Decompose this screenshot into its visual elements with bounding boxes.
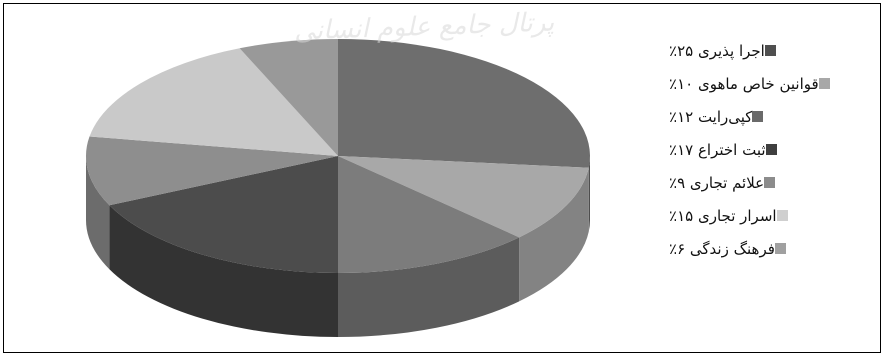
- legend-swatch: [776, 210, 788, 221]
- pie-slice: [338, 39, 591, 168]
- legend-item: کپی‌رایت ۱۲٪: [669, 100, 874, 133]
- legend-item: اسرار تجاری ۱۵٪: [669, 199, 874, 232]
- pie-side-walls: [86, 156, 590, 337]
- legend-item: ثبت اختراع ۱۷٪: [669, 133, 874, 166]
- legend-item: قوانین خاص ماهوی ۱۰٪: [669, 67, 874, 100]
- pie-slice: [109, 156, 338, 273]
- legend-item: فرهنگ زندگی ۶٪: [669, 232, 874, 265]
- legend-swatch: [765, 144, 777, 155]
- pie-slice-side: [588, 156, 590, 232]
- chart-frame: پرتال جامع علوم انسانی اجرا پذیری ۲۵٪ قوا…: [3, 3, 881, 353]
- legend-label: فرهنگ زندگی ۶٪: [669, 239, 775, 258]
- legend-item: اجرا پذیری ۲۵٪: [669, 34, 874, 67]
- pie-slice: [239, 39, 338, 156]
- legend-label: ثبت اختراع ۱۷٪: [669, 140, 766, 159]
- legend-label: قوانین خاص ماهوی ۱۰٪: [669, 74, 819, 93]
- legend-label: اسرار تجاری ۱۵٪: [669, 206, 777, 225]
- pie-slice: [338, 156, 520, 273]
- legend-swatch: [752, 111, 764, 122]
- legend: اجرا پذیری ۲۵٪ قوانین خاص ماهوی ۱۰٪ کپی‌را…: [669, 34, 874, 265]
- pie-slice-side: [519, 167, 589, 302]
- pie-slice: [89, 48, 338, 156]
- legend-label: علائم تجاری ۹٪: [669, 173, 765, 192]
- legend-label: اجرا پذیری ۲۵٪: [669, 41, 765, 60]
- pie-slice-side: [338, 237, 520, 337]
- legend-item: علائم تجاری ۹٪: [669, 166, 874, 199]
- pie-slice: [86, 136, 338, 206]
- legend-swatch: [764, 45, 776, 56]
- pie-chart: [86, 39, 591, 337]
- pie-slice: [338, 156, 589, 238]
- pie-top-faces: [86, 39, 591, 273]
- pie-slice-side: [86, 156, 110, 270]
- pie-slice-side: [109, 205, 338, 337]
- legend-swatch: [818, 78, 830, 89]
- legend-swatch: [774, 243, 786, 254]
- legend-label: کپی‌رایت ۱۲٪: [669, 107, 753, 126]
- legend-swatch: [764, 177, 776, 188]
